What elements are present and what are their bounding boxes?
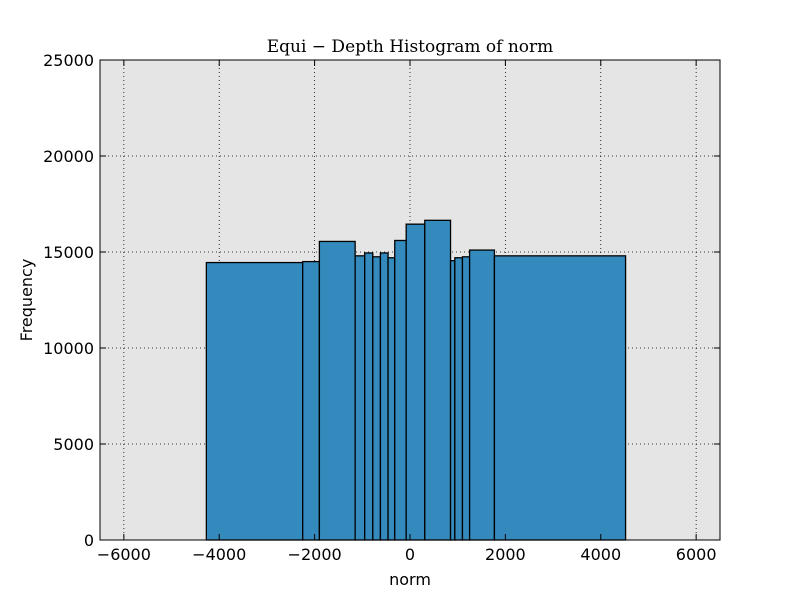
y-tick-label: 10000 [43, 339, 94, 358]
histogram-bar [302, 260, 321, 541]
bars-group [205, 219, 627, 541]
histogram-bar [364, 252, 374, 541]
histogram-bar [205, 261, 304, 541]
y-tick-label: 0 [84, 531, 94, 550]
histogram-bar [468, 249, 496, 541]
histogram-bar [318, 240, 356, 541]
y-axis-label: Frequency [17, 259, 36, 342]
x-axis-label: norm [389, 570, 431, 589]
x-tick-label: −4000 [192, 545, 246, 564]
x-tick-label: 2000 [485, 545, 526, 564]
histogram-bar [405, 223, 426, 541]
histogram-bar [493, 255, 627, 541]
chart-title: Equi − Depth Histogram of norm [267, 37, 554, 57]
histogram-bar [354, 255, 366, 541]
histogram-bar [372, 256, 382, 541]
x-tick-label: −2000 [288, 545, 342, 564]
x-axis-ticks: −6000 −4000 −2000 0 2000 4000 6000 [97, 60, 717, 564]
x-tick-label: 6000 [676, 545, 717, 564]
histogram-bar [387, 257, 396, 541]
histogram-bar [454, 257, 464, 541]
x-tick-label: 4000 [580, 545, 621, 564]
histogram-bar [379, 252, 389, 541]
y-tick-label: 15000 [43, 243, 94, 262]
histogram-bar [461, 256, 471, 541]
y-axis-ticks: 0 5000 10000 15000 20000 25000 [43, 51, 720, 550]
histogram-bar [424, 219, 452, 541]
y-tick-label: 20000 [43, 147, 94, 166]
x-tick-label: 0 [405, 545, 415, 564]
histogram-bar [394, 239, 407, 541]
y-tick-label: 5000 [53, 435, 94, 454]
x-tick-label: −6000 [97, 545, 151, 564]
y-tick-label: 25000 [43, 51, 94, 70]
